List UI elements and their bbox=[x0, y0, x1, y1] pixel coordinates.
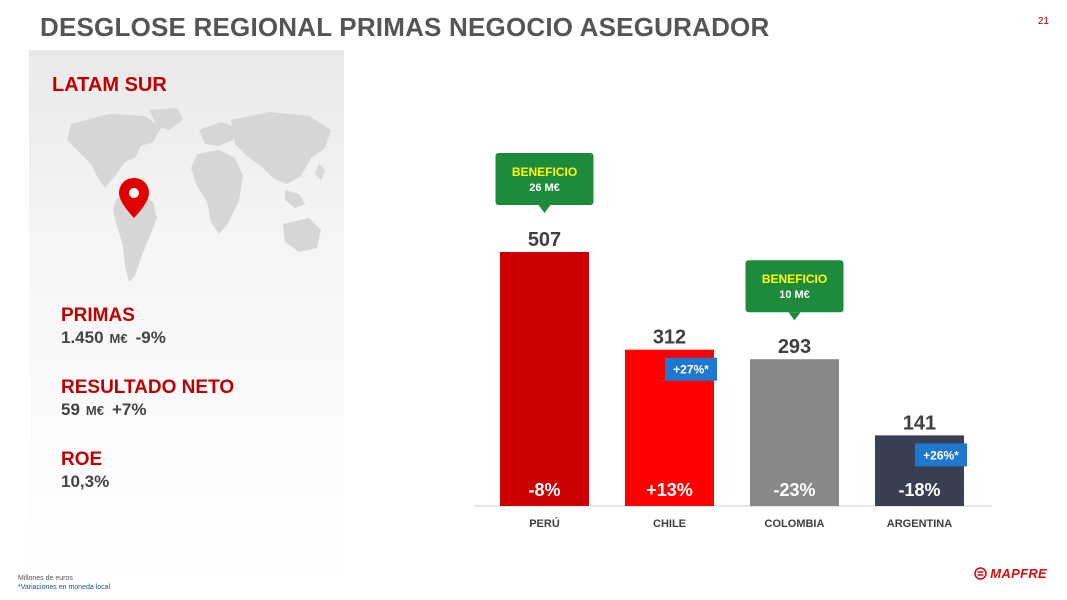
category-label-colombia: COLOMBIA bbox=[765, 518, 825, 530]
badge-argentina bbox=[915, 443, 967, 467]
kpi-primas-value: 1.450 bbox=[61, 328, 104, 347]
world-map-icon bbox=[67, 108, 331, 282]
kpi-primas-value-line: 1.450 M€ -9% bbox=[61, 327, 166, 350]
variation-label-colombia: -23% bbox=[773, 480, 815, 500]
brand-name: MAPFRE bbox=[990, 566, 1047, 581]
kpi-roe-value-line: 10,3% bbox=[61, 471, 109, 493]
kpi-roe: ROE 10,3% bbox=[61, 449, 109, 493]
kpi-primas: PRIMAS 1.450 M€ -9% bbox=[61, 305, 166, 350]
value-label-peru: 507 bbox=[528, 229, 561, 251]
kpi-resultado-neto-value-line: 59 M€ +7% bbox=[61, 399, 234, 422]
page-title: DESGLOSE REGIONAL PRIMAS NEGOCIO ASEGURA… bbox=[40, 12, 770, 42]
category-label-argentina: ARGENTINA bbox=[887, 518, 952, 530]
category-label-chile: CHILE bbox=[653, 518, 686, 530]
footer-notes: Millones de euros *Variaciones en moneda… bbox=[18, 574, 110, 592]
callout-pointer-peru bbox=[538, 205, 551, 213]
kpi-resultado-neto-label: RESULTADO NETO bbox=[61, 377, 235, 398]
mapfre-logo-icon bbox=[974, 567, 988, 580]
value-label-argentina: 141 bbox=[903, 412, 936, 434]
variation-label-chile: +13% bbox=[646, 480, 693, 500]
callout-pointer-colombia bbox=[788, 312, 801, 321]
kpi-primas-delta: -9% bbox=[135, 328, 166, 347]
variation-label-peru: -8% bbox=[528, 480, 560, 500]
kpi-resultado-neto: RESULTADO NETO 59 M€ +7% bbox=[61, 377, 234, 422]
callout-line1-colombia: BENEFICIO bbox=[762, 272, 827, 286]
bar-colombia bbox=[750, 359, 839, 506]
kpi-resultado-neto-unit: M€ bbox=[85, 403, 104, 418]
badge-label-chile: +27%* bbox=[673, 363, 709, 377]
kpi-primas-label: PRIMAS bbox=[61, 305, 135, 326]
badge-chile bbox=[665, 357, 717, 381]
category-label-peru: PERÚ bbox=[529, 517, 560, 530]
callout-line2-peru: 26 M€ bbox=[529, 182, 560, 194]
location-pin-icon bbox=[119, 178, 149, 218]
kpi-resultado-neto-delta: +7% bbox=[111, 400, 147, 419]
region-summary-panel: LATAM SUR PRIMAS 1.450 M€ -9% RESULTADO NE… bbox=[29, 50, 344, 585]
value-label-chile: 312 bbox=[653, 327, 686, 349]
footer-note-units: Millones de euros bbox=[18, 575, 73, 582]
callout-line1-peru: BENEFICIO bbox=[512, 165, 577, 179]
footer-note-currency: *Variaciones en moneda local bbox=[18, 584, 111, 591]
kpi-resultado-neto-value: 59 bbox=[61, 400, 80, 419]
callout-box-colombia bbox=[745, 260, 844, 313]
bar-peru bbox=[500, 252, 589, 506]
value-label-colombia: 293 bbox=[778, 336, 811, 358]
variation-label-argentina: -18% bbox=[898, 480, 940, 500]
page-number: 21 bbox=[1037, 16, 1049, 27]
kpi-primas-unit: M€ bbox=[109, 331, 128, 346]
region-title: LATAM SUR bbox=[52, 74, 167, 96]
brand: MAPFRE bbox=[974, 566, 1047, 581]
kpi-roe-value: 10,3% bbox=[61, 472, 110, 491]
callout-line2-colombia: 10 M€ bbox=[779, 289, 810, 301]
kpi-roe-label: ROE bbox=[61, 449, 103, 470]
badge-label-argentina: +26%* bbox=[923, 448, 959, 462]
callout-box-peru bbox=[495, 153, 594, 205]
